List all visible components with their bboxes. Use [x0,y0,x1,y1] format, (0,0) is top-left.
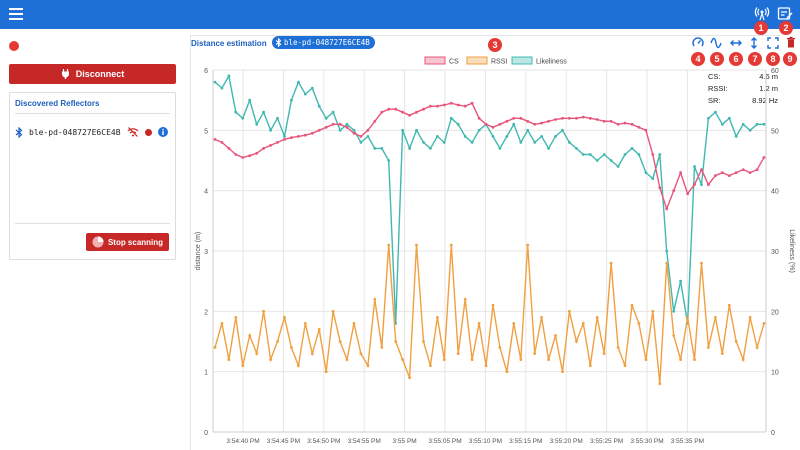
annotation-badge: 5 [710,52,724,66]
info-icon[interactable] [157,127,168,137]
stats-panel: CS: 4.6 m RSSI: 1.2 m SR: 8.92 Hz [708,71,778,107]
vertical-arrows-icon[interactable] [748,37,760,49]
stat-row: SR: 8.92 Hz [708,95,778,107]
stat-label: CS: [708,72,721,81]
stat-value: 8.92 Hz [752,96,778,105]
title-text: Distance estimation [191,39,267,48]
sidebar: Disconnect Discovered Reflectors ble-pd-… [0,29,186,450]
bluetooth-icon [15,126,23,138]
radar-icon [92,236,104,248]
stat-row: RSSI: 1.2 m [708,83,778,95]
bluetooth-icon [275,38,282,47]
stat-row: CS: 4.6 m [708,71,778,83]
device-chip[interactable]: ble-pd-048727E6CE4B [272,36,375,49]
annotation-badge: 8 [766,52,780,66]
list-item[interactable]: ble-pd-048727E6CE4B [15,125,173,139]
stat-value: 4.6 m [759,72,778,81]
stop-scanning-button[interactable]: Stop scanning [86,233,169,251]
annotation-badge: 7 [748,52,762,66]
annotation-badge: 2 [779,21,793,35]
plug-icon [61,69,69,79]
delete-icon[interactable] [785,36,797,48]
smooth-curve-icon[interactable] [710,37,722,49]
annotation-badge: 1 [754,21,768,35]
stat-value: 1.2 m [759,84,778,93]
stat-label: RSSI: [708,84,728,93]
status-dot [144,128,152,136]
stat-label: SR: [708,96,721,105]
stop-scanning-label: Stop scanning [107,237,164,247]
divider [15,113,170,114]
main-area: Distance estimation - ble-pd-048727E6CE4… [186,29,800,450]
disconnect-button[interactable]: Disconnect [9,64,176,84]
wifi-off-icon [127,127,138,137]
antenna-icon[interactable] [754,6,770,22]
record-indicator [9,41,19,51]
reflectors-panel: Discovered Reflectors ble-pd-048727E6CE4… [9,92,176,260]
horizontal-arrows-icon[interactable] [730,37,742,49]
annotation-badge: 6 [729,52,743,66]
fullscreen-icon[interactable] [767,37,779,49]
reflector-name: ble-pd-048727E6CE4B [29,127,121,137]
annotation-badge: 3 [488,38,502,52]
gauge-icon[interactable] [692,37,704,49]
annotation-badge: 9 [783,52,797,66]
edit-note-icon[interactable] [777,6,793,22]
device-chip-label: ble-pd-048727E6CE4B [284,38,370,47]
page-title: Distance estimation - [191,39,277,48]
panel-title: Discovered Reflectors [15,99,100,108]
top-app-bar: 1 2 [0,0,800,35]
disconnect-label: Disconnect [75,69,125,79]
annotation-badge: 4 [691,52,705,66]
chart-card [190,35,780,450]
divider [15,223,170,224]
hamburger-icon[interactable] [9,8,23,20]
